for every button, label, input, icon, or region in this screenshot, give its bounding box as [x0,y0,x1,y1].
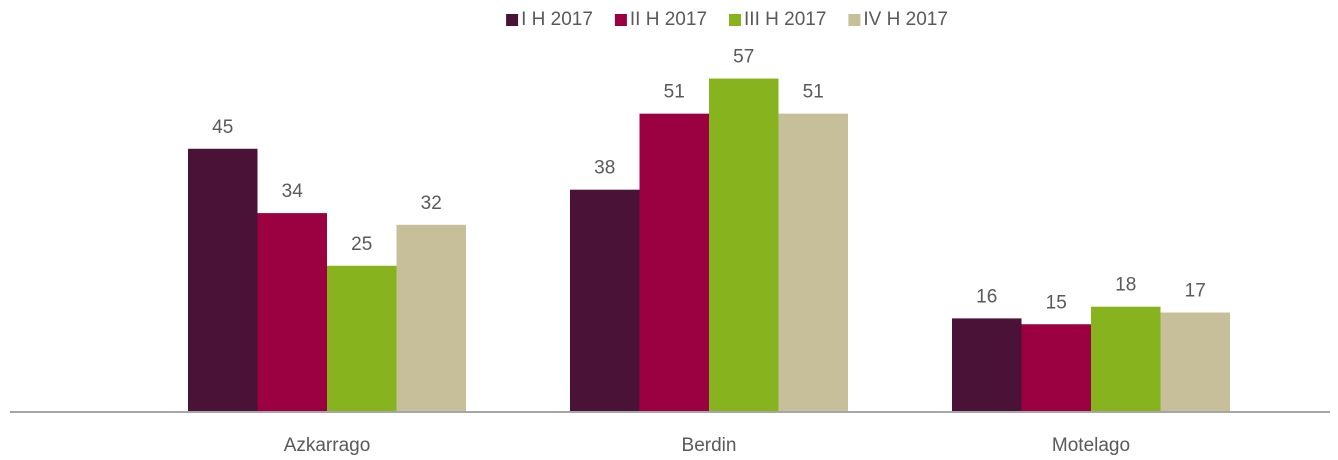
bar [327,265,397,412]
legend-label: IV H 2017 [863,9,948,30]
value-label: 16 [976,286,997,307]
bar [257,213,327,412]
value-label: 32 [421,193,442,214]
bar [1160,312,1230,412]
bar [1021,324,1091,412]
legend-label: III H 2017 [744,9,826,30]
legend-swatch [506,14,519,26]
bar [570,189,640,412]
legend-swatch [614,14,627,26]
value-label: 51 [803,82,824,103]
legend-swatch [729,14,742,26]
value-label: 15 [1046,292,1067,313]
legend-label: II H 2017 [630,9,707,30]
value-label: 51 [664,82,685,103]
value-label: 38 [594,158,615,179]
bar [396,224,466,412]
value-label: 57 [733,47,754,68]
bar [1091,306,1161,412]
value-label: 18 [1115,275,1136,296]
bar [639,113,709,413]
value-label: 25 [351,234,372,255]
value-label: 34 [282,181,304,202]
x-tick-label: Azkarrago [284,435,371,456]
bar [952,318,1022,412]
legend-swatch [848,14,861,26]
bar [709,78,779,413]
value-label: 17 [1185,281,1206,302]
bar [778,113,848,413]
value-label: 45 [212,117,233,138]
legend-label: I H 2017 [521,9,593,30]
x-tick-label: Berdin [682,435,737,456]
bar [188,148,258,412]
x-tick-label: Motelago [1052,435,1130,456]
